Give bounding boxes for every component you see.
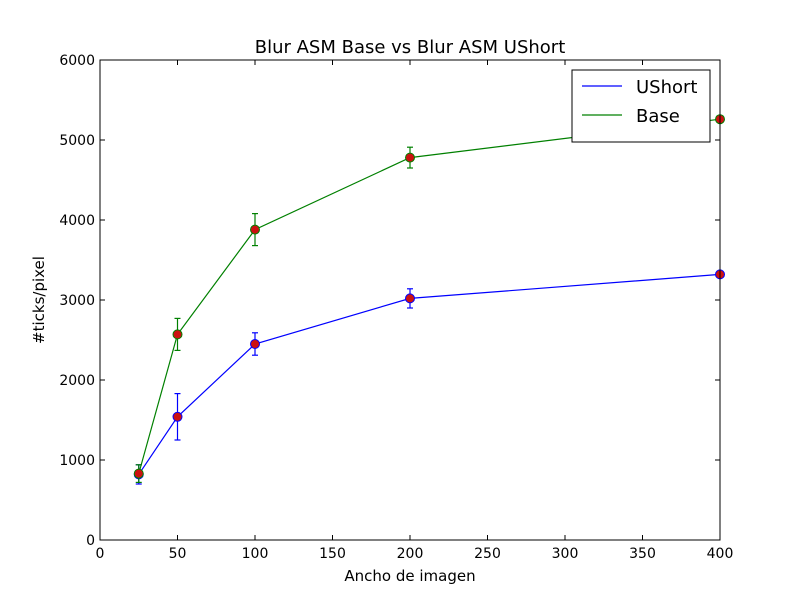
y-tick-label: 0 [86,533,95,549]
x-tick-label: 350 [629,546,656,562]
legend-box [571,69,711,143]
x-tick-label: 50 [169,546,187,562]
x-tick-label: 400 [707,546,734,562]
data-point [405,293,415,304]
y-tick-label: 3000 [59,293,95,309]
chart-title: Blur ASM Base vs Blur ASM UShort [255,37,566,58]
y-tick-label: 4000 [59,213,95,229]
y-tick-label: 2000 [59,373,95,389]
plot-area [133,114,725,485]
data-point [250,224,260,235]
y-tick-label: 1000 [59,453,95,469]
data-point [405,152,415,163]
legend-label: UShort [636,77,697,98]
x-tick-label: 100 [242,546,269,562]
data-point [172,411,183,422]
x-tick-label: 0 [96,546,105,562]
y-tick-label: 6000 [59,53,95,69]
y-tick-label: 5000 [59,133,95,149]
series-line [138,273,721,475]
x-tick-label: 200 [397,546,424,562]
data-point [250,339,260,349]
x-axis-label: Ancho de imagen [344,567,475,585]
x-tick-label: 250 [474,546,501,562]
axes: 0 50 100 150 200 250 300 350 4000100020003000400… [59,53,733,562]
data-point [172,329,183,340]
y-axis-label: #ticks/pixel [30,256,48,344]
data-point [133,468,144,479]
x-tick-label: 300 [552,546,579,562]
legend: UShort Base [571,69,711,143]
x-tick-label: 150 [319,546,346,562]
legend-label: Base [636,106,680,127]
